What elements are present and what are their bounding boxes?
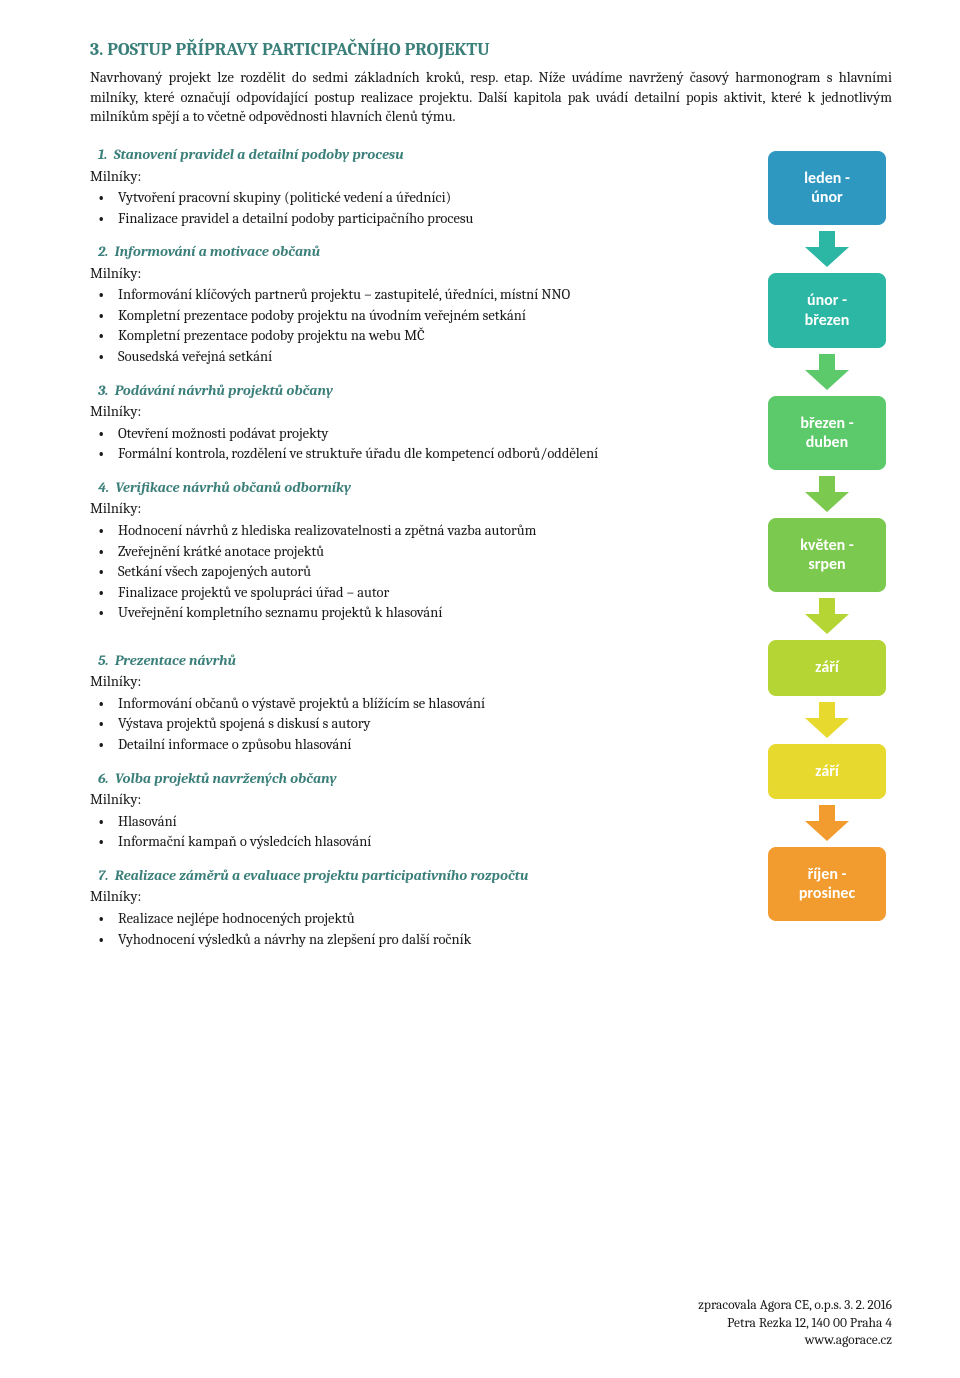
- footer-line2: Petra Rezka 12, 140 00 Praha 4: [698, 1315, 892, 1333]
- section: 3. Podávání návrhů projektů občanyMilník…: [90, 381, 742, 464]
- bullet-item: Otevření možnosti podávat projekty: [118, 424, 742, 444]
- section-title: 4. Verifikace návrhů občanů odborníky: [118, 478, 742, 498]
- timeline-box: březen -duben: [768, 396, 886, 470]
- milniky-label: Milníky:: [90, 167, 742, 187]
- section-number: 3.: [98, 382, 115, 399]
- bullet-item: Výstava projektů spojená s diskusí s aut…: [118, 714, 742, 734]
- bullet-item: Vyhodnocení výsledků a návrhy na zlepšen…: [118, 930, 742, 950]
- section-title: 3. Podávání návrhů projektů občany: [118, 381, 742, 401]
- section: 6. Volba projektů navržených občanyMilní…: [90, 769, 742, 852]
- section-number: 1.: [98, 146, 114, 163]
- bullet-list: HlasováníInformační kampaň o výsledcích …: [90, 812, 742, 852]
- bullet-item: Setkání všech zapojených autorů: [118, 562, 742, 582]
- bullet-item: Formální kontrola, rozdělení ve struktuř…: [118, 444, 742, 464]
- bullet-list: Hodnocení návrhů z hlediska realizovatel…: [90, 521, 742, 623]
- bullet-item: Zveřejnění krátké anotace projektů: [118, 542, 742, 562]
- footer: zpracovala Agora CE, o.p.s. 3. 2. 2016 P…: [698, 1297, 892, 1350]
- bullet-item: Kompletní prezentace podoby projektu na …: [118, 306, 742, 326]
- timeline-box: září: [768, 744, 886, 799]
- section-title: 1. Stanovení pravidel a detailní podoby …: [118, 145, 742, 165]
- timeline-column: leden -únor únor -březen březen -duben květ…: [762, 145, 892, 963]
- section: 1. Stanovení pravidel a detailní podoby …: [90, 145, 742, 228]
- bullet-list: Informování klíčových partnerů projektu …: [90, 285, 742, 366]
- bullet-item: Uveřejnění kompletního seznamu projektů …: [118, 603, 742, 623]
- section: 5. Prezentace návrhůMilníky:Informování …: [90, 651, 742, 755]
- timeline-arrow-icon: [805, 476, 849, 512]
- content-row: 1. Stanovení pravidel a detailní podoby …: [90, 145, 892, 963]
- timeline-arrow-icon: [805, 598, 849, 634]
- milniky-label: Milníky:: [90, 790, 742, 810]
- section-heading: 3. Postup přípravy participačního projek…: [90, 38, 892, 62]
- milniky-label: Milníky:: [90, 264, 742, 284]
- bullet-item: Informační kampaň o výsledcích hlasování: [118, 832, 742, 852]
- section: 7. Realizace záměrů a evaluace projektu …: [90, 866, 742, 949]
- section-number: 5.: [98, 652, 115, 669]
- bullet-item: Informování klíčových partnerů projektu …: [118, 285, 742, 305]
- timeline-box: květen -srpen: [768, 518, 886, 592]
- bullet-list: Realizace nejlépe hodnocených projektůVy…: [90, 909, 742, 949]
- bullet-item: Vytvoření pracovní skupiny (politické ve…: [118, 188, 742, 208]
- bullet-item: Realizace nejlépe hodnocených projektů: [118, 909, 742, 929]
- sections-column: 1. Stanovení pravidel a detailní podoby …: [90, 145, 742, 963]
- footer-line3: www.agorace.cz: [698, 1332, 892, 1350]
- timeline-box: únor -březen: [768, 273, 886, 347]
- bullet-item: Hodnocení návrhů z hlediska realizovatel…: [118, 521, 742, 541]
- intro-paragraph: Navrhovaný projekt lze rozdělit do sedmi…: [90, 68, 892, 127]
- section-title-text: Stanovení pravidel a detailní podoby pro…: [114, 146, 404, 163]
- timeline-box: leden -únor: [768, 151, 886, 225]
- bullet-item: Detailní informace o způsobu hlasování: [118, 735, 742, 755]
- milniky-label: Milníky:: [90, 672, 742, 692]
- section-title-text: Verifikace návrhů občanů odborníky: [115, 479, 351, 496]
- bullet-list: Otevření možnosti podávat projektyFormál…: [90, 424, 742, 464]
- section-title: 5. Prezentace návrhů: [118, 651, 742, 671]
- bullet-item: Finalizace projektů ve spolupráci úřad –…: [118, 583, 742, 603]
- section-number: 2.: [98, 243, 115, 260]
- section-number: 4.: [98, 479, 115, 496]
- bullet-item: Sousedská veřejná setkání: [118, 347, 742, 367]
- heading-text: Postup přípravy participačního projektu: [107, 39, 489, 60]
- milniky-label: Milníky:: [90, 402, 742, 422]
- bullet-item: Kompletní prezentace podoby projektu na …: [118, 326, 742, 346]
- section-title: 7. Realizace záměrů a evaluace projektu …: [118, 866, 742, 886]
- section-title: 6. Volba projektů navržených občany: [118, 769, 742, 789]
- timeline-box: září: [768, 640, 886, 695]
- section-title-text: Realizace záměrů a evaluace projektu par…: [115, 867, 529, 884]
- section-title-text: Informování a motivace občanů: [115, 243, 320, 260]
- milniky-label: Milníky:: [90, 887, 742, 907]
- section-number: 7.: [98, 867, 115, 884]
- timeline-box: říjen -prosinec: [768, 847, 886, 921]
- section: 4. Verifikace návrhů občanů odborníkyMil…: [90, 478, 742, 623]
- section: 2. Informování a motivace občanůMilníky:…: [90, 242, 742, 366]
- milniky-label: Milníky:: [90, 499, 742, 519]
- timeline-arrow-icon: [805, 231, 849, 267]
- bullet-list: Informování občanů o výstavě projektů a …: [90, 694, 742, 755]
- section-title-text: Volba projektů navržených občany: [115, 770, 337, 787]
- bullet-list: Vytvoření pracovní skupiny (politické ve…: [90, 188, 742, 228]
- section-title-text: Podávání návrhů projektů občany: [115, 382, 333, 399]
- timeline-arrow-icon: [805, 702, 849, 738]
- timeline-arrow-icon: [805, 354, 849, 390]
- section-title-text: Prezentace návrhů: [115, 652, 236, 669]
- heading-number: 3.: [90, 39, 103, 60]
- footer-line1: zpracovala Agora CE, o.p.s. 3. 2. 2016: [698, 1297, 892, 1315]
- bullet-item: Informování občanů o výstavě projektů a …: [118, 694, 742, 714]
- section-number: 6.: [98, 770, 115, 787]
- section-title: 2. Informování a motivace občanů: [118, 242, 742, 262]
- bullet-item: Finalizace pravidel a detailní podoby pa…: [118, 209, 742, 229]
- timeline-arrow-icon: [805, 805, 849, 841]
- bullet-item: Hlasování: [118, 812, 742, 832]
